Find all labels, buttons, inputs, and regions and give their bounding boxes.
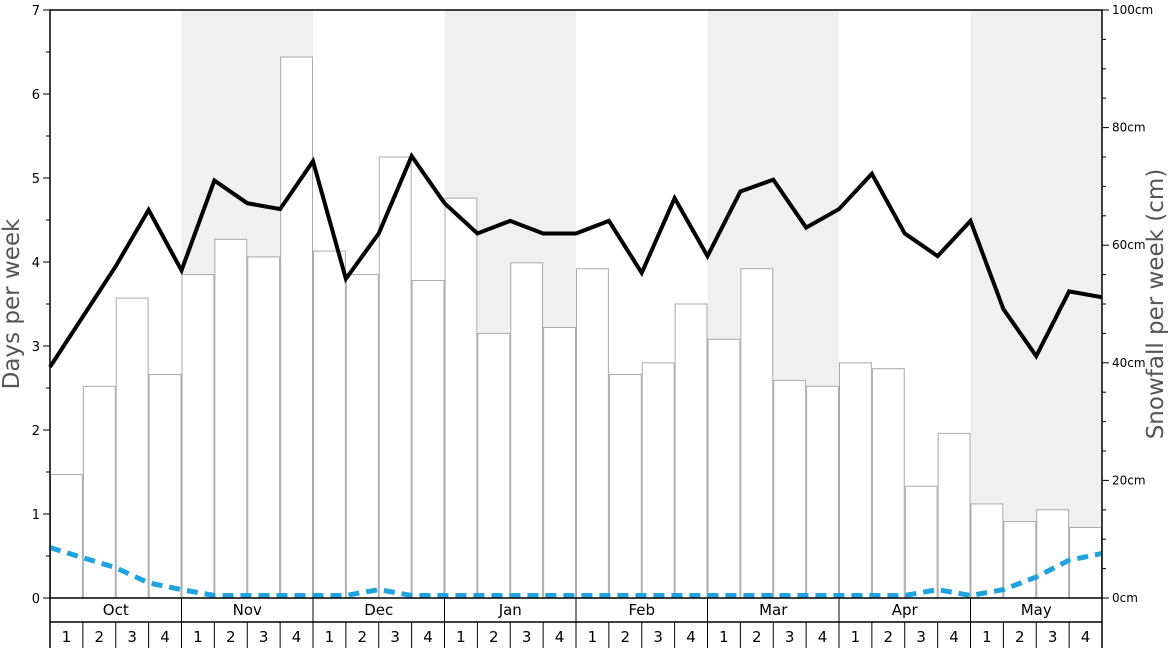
snowfall-bar <box>970 503 1004 599</box>
month-label-oct: Oct <box>103 601 129 619</box>
right-tick-label: 0cm <box>1112 591 1138 605</box>
week-label: 3 <box>1048 628 1058 646</box>
snowfall-bar <box>871 368 905 599</box>
month-label-mar: Mar <box>759 601 788 619</box>
week-label: 3 <box>916 628 926 646</box>
snowfall-bar <box>641 362 675 599</box>
snowfall-bar <box>313 250 346 599</box>
left-tick-label: 3 <box>32 340 40 355</box>
week-label: 3 <box>127 628 137 646</box>
snowfall-bar <box>576 268 609 599</box>
snowfall-bar <box>1003 521 1037 599</box>
snowfall-bar <box>839 362 872 599</box>
week-label: 1 <box>62 628 72 646</box>
snowfall-bar <box>411 279 445 599</box>
solid-days-line <box>48 152 1103 369</box>
snowfall-bar <box>115 297 149 599</box>
snowfall-bar <box>477 332 511 599</box>
snowfall-bar <box>543 327 576 599</box>
snowfall-bar <box>674 303 708 599</box>
week-label: 3 <box>390 628 400 646</box>
snowfall-bar <box>904 485 938 599</box>
right-tick-label: 20cm <box>1112 473 1146 487</box>
x-axis: Oct 1 2 3 4 Nov 1 2 3 4 Dec 1 2 3 4 Jan 1 2 3 4 Feb 1 2 3 4 Mar 1 2… <box>49 598 1103 648</box>
right-tick-label: 60cm <box>1112 238 1146 252</box>
week-label: 2 <box>358 628 368 646</box>
snowfall-bar <box>608 374 642 599</box>
left-tick-label: 2 <box>32 424 40 439</box>
week-label: 4 <box>292 628 302 646</box>
snowfall-bar <box>181 274 215 599</box>
snowfall-bar <box>280 56 313 599</box>
week-label: 3 <box>653 628 663 646</box>
week-label: 3 <box>259 628 269 646</box>
right-tick-label: 40cm <box>1112 356 1146 370</box>
right-axis: 0cm 20cm 40cm 60cm 80cm 100cm <box>1102 3 1153 605</box>
week-label: 3 <box>522 628 532 646</box>
week-label: 2 <box>884 628 894 646</box>
week-label: 2 <box>95 628 105 646</box>
month-label-may: May <box>1021 601 1052 619</box>
snowfall-bar <box>345 274 379 599</box>
snowfall-bar <box>1036 509 1070 599</box>
week-label: 1 <box>851 628 861 646</box>
week-label: 1 <box>719 628 729 646</box>
snowfall-bar <box>50 474 83 599</box>
snowfall-bar <box>247 256 281 599</box>
snowfall-bar <box>1069 526 1102 599</box>
week-label: 1 <box>193 628 203 646</box>
week-label: 2 <box>1015 628 1025 646</box>
left-tick-label: 5 <box>32 172 40 187</box>
month-label-feb: Feb <box>628 601 655 619</box>
snowfall-bar <box>937 432 971 599</box>
month-label-jan: Jan <box>498 601 522 619</box>
left-tick-label: 1 <box>32 508 40 523</box>
snowfall-bar <box>740 268 774 599</box>
shade-may <box>970 10 1102 598</box>
week-label: 4 <box>949 628 959 646</box>
right-tick-label: 100cm <box>1112 3 1153 17</box>
left-tick-label: 7 <box>32 4 40 19</box>
right-tick-label: 80cm <box>1112 121 1146 135</box>
week-label: 1 <box>982 628 992 646</box>
snowfall-bar <box>378 156 412 599</box>
week-label: 1 <box>588 628 598 646</box>
dashed-days-line <box>49 545 1103 599</box>
month-label-dec: Dec <box>364 601 393 619</box>
snowfall-bar <box>806 385 839 599</box>
week-label: 4 <box>160 628 170 646</box>
snowfall-bar <box>214 238 248 599</box>
month-label-nov: Nov <box>233 601 262 619</box>
snowfall-bar <box>82 385 116 599</box>
left-tick-label: 4 <box>32 256 40 271</box>
week-label: 4 <box>1081 628 1091 646</box>
week-label: 1 <box>325 628 335 646</box>
week-label: 2 <box>489 628 499 646</box>
snowfall-bar <box>444 197 478 599</box>
week-label: 4 <box>818 628 828 646</box>
week-label: 4 <box>555 628 565 646</box>
left-tick-label: 0 <box>32 592 40 607</box>
left-axis-title: Days per week <box>0 218 25 389</box>
snowfall-bars <box>50 56 1102 599</box>
right-axis-title: Snowfall per week (cm) <box>1143 169 1168 440</box>
week-label: 4 <box>686 628 696 646</box>
month-label-apr: Apr <box>892 601 919 619</box>
snowfall-bar <box>773 379 807 599</box>
snowfall-bar <box>707 338 741 599</box>
left-axis: 0 1 2 3 4 5 6 7 <box>32 4 50 607</box>
days-lines <box>48 152 1103 599</box>
snowfall-bar <box>148 374 182 599</box>
week-label: 4 <box>423 628 433 646</box>
snowfall-bar <box>510 262 544 599</box>
week-label: 2 <box>621 628 631 646</box>
week-label: 2 <box>752 628 762 646</box>
left-tick-label: 6 <box>32 88 40 103</box>
week-label: 2 <box>226 628 236 646</box>
week-label: 1 <box>456 628 466 646</box>
week-label: 3 <box>785 628 795 646</box>
